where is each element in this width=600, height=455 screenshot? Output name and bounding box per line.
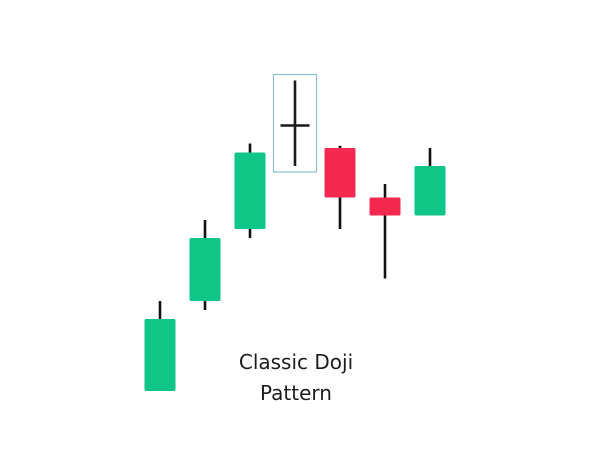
candle-body-5	[324, 148, 356, 198]
candle-body-6	[369, 197, 401, 216]
candle-body-2	[189, 238, 221, 301]
caption-line-2: Pattern	[260, 381, 332, 405]
caption-line-1: Classic Doji	[238, 350, 354, 374]
candle-body-1	[144, 319, 176, 391]
chart-caption: Classic Doji Pattern	[196, 347, 396, 409]
candle-body-7	[414, 166, 446, 216]
candle-body-3	[234, 152, 266, 229]
doji-highlight-box	[272, 73, 318, 173]
